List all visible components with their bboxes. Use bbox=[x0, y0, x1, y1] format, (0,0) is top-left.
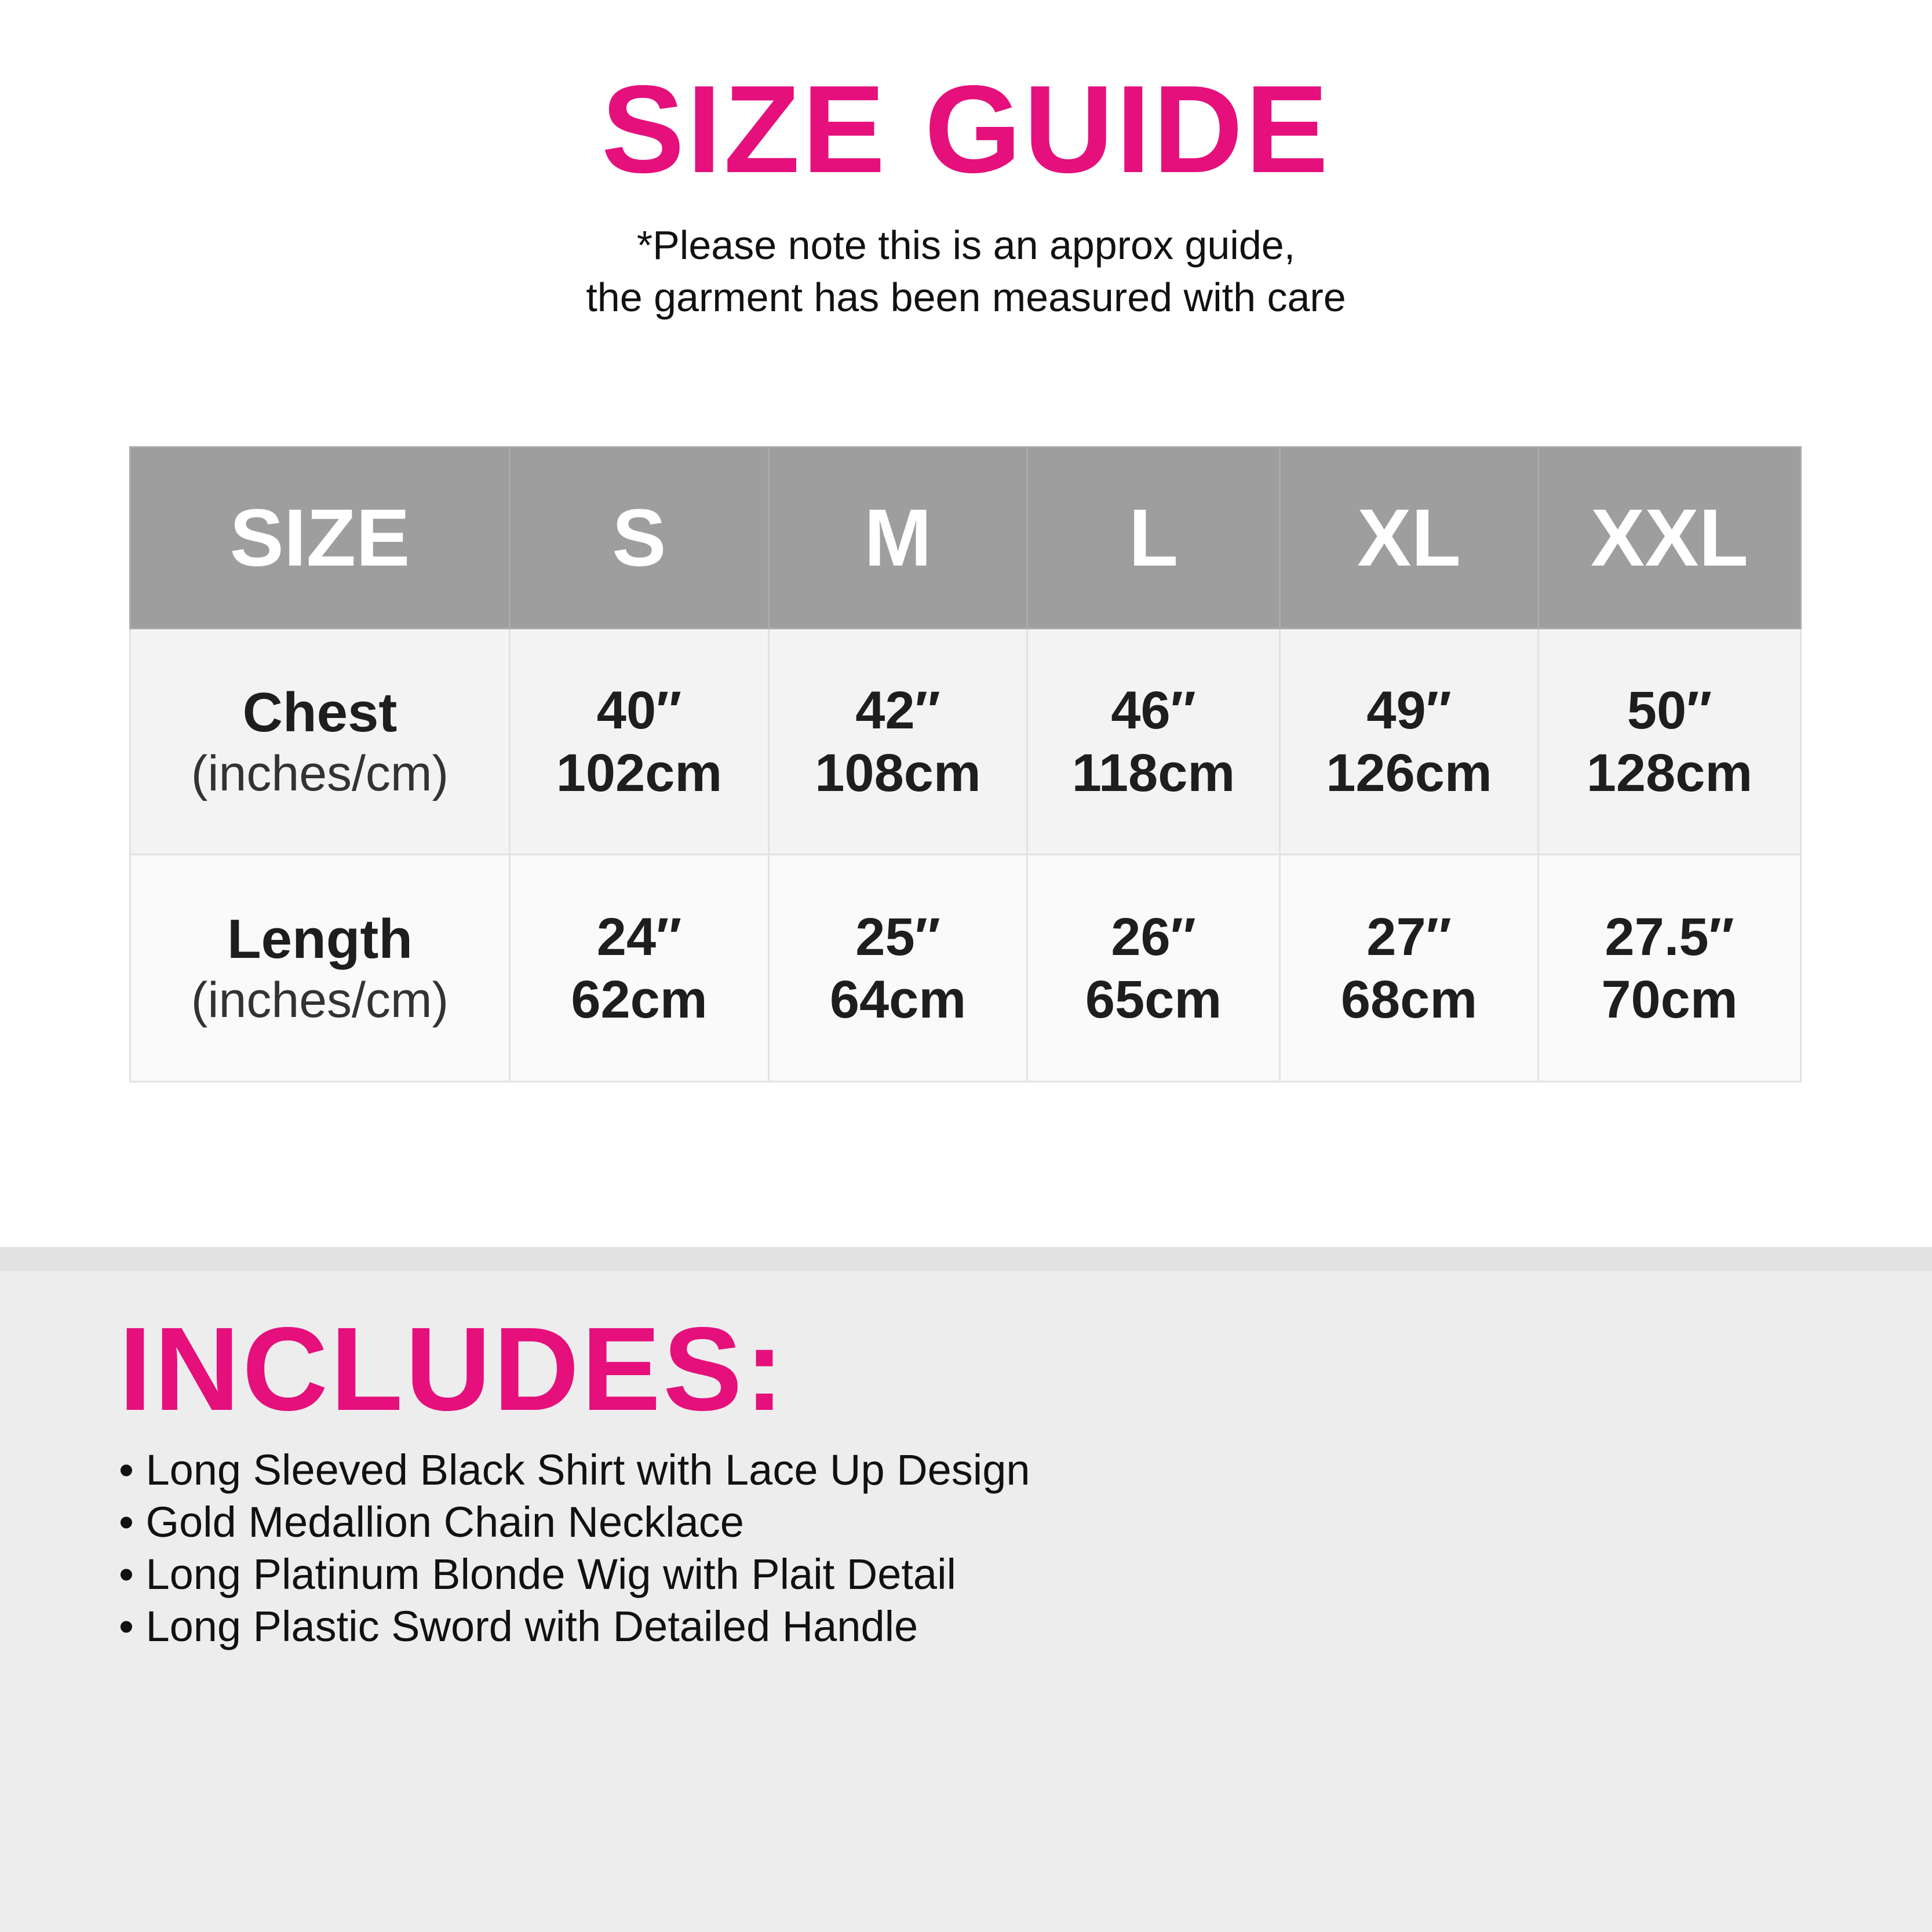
label: Chest bbox=[242, 681, 398, 743]
list-item: Long Platinum Blonde Wig with Plait Deta… bbox=[119, 1548, 1030, 1601]
header-s: S bbox=[509, 446, 770, 629]
cell: 40″ 102cm bbox=[509, 628, 770, 855]
cm: 118cm bbox=[1071, 743, 1235, 803]
cm: 108cm bbox=[815, 743, 981, 803]
size-note: *Please note this is an approx guide, th… bbox=[0, 219, 1932, 323]
cm: 65cm bbox=[1085, 969, 1222, 1029]
includes-list: Long Sleeved Black Shirt with Lace Up De… bbox=[119, 1444, 1030, 1653]
cm: 68cm bbox=[1340, 969, 1478, 1029]
inches: 27.5″ bbox=[1605, 907, 1734, 967]
label: Length bbox=[227, 907, 413, 970]
table-row-chest: Chest (inches/cm) 40″ 102cm 42″ 108cm 46″ 11… bbox=[129, 628, 1802, 855]
cell: 49″ 126cm bbox=[1279, 628, 1539, 855]
header-l: L bbox=[1026, 446, 1281, 629]
inches: 27″ bbox=[1366, 907, 1452, 967]
inches: 46″ bbox=[1111, 680, 1196, 740]
cell: 42″ 108cm bbox=[768, 628, 1028, 855]
list-item: Long Plastic Sword with Detailed Handle bbox=[119, 1601, 1030, 1653]
inches: 40″ bbox=[596, 680, 682, 740]
cell: 46″ 118cm bbox=[1026, 628, 1281, 855]
inches: 42″ bbox=[855, 680, 941, 740]
inches: 25″ bbox=[855, 907, 941, 967]
page-title: SIZE GUIDE bbox=[601, 59, 1331, 199]
inches: 26″ bbox=[1111, 907, 1196, 967]
inches: 24″ bbox=[596, 907, 682, 967]
header-xxl: XXL bbox=[1537, 446, 1802, 629]
cell: 26″ 65cm bbox=[1026, 854, 1281, 1082]
table-row-length: Length (inches/cm) 24″ 62cm 25″ 64cm 26″ 65c… bbox=[129, 854, 1802, 1082]
header-xl: XL bbox=[1279, 446, 1539, 629]
list-item: Gold Medallion Chain Necklace bbox=[119, 1496, 1030, 1548]
cm: 102cm bbox=[556, 743, 723, 803]
header-size: SIZE bbox=[129, 446, 511, 629]
size-table: SIZE S M L XL XXL Chest (inches/cm) 40″ 10… bbox=[129, 446, 1802, 1082]
row-label: Length (inches/cm) bbox=[129, 854, 511, 1082]
unit: (inches/cm) bbox=[191, 972, 449, 1028]
includes-title: INCLUDES: bbox=[119, 1303, 787, 1435]
cell: 27.5″ 70cm bbox=[1537, 854, 1802, 1082]
cm: 126cm bbox=[1326, 743, 1492, 803]
cm: 128cm bbox=[1586, 743, 1753, 803]
cm: 70cm bbox=[1601, 969, 1738, 1029]
cm: 64cm bbox=[829, 969, 967, 1029]
note-line: *Please note this is an approx guide, bbox=[636, 223, 1296, 268]
cell: 24″ 62cm bbox=[509, 854, 770, 1082]
cm: 62cm bbox=[571, 969, 708, 1029]
section-divider bbox=[0, 1247, 1932, 1271]
cell: 50″ 128cm bbox=[1537, 628, 1802, 855]
row-label: Chest (inches/cm) bbox=[129, 628, 511, 855]
unit: (inches/cm) bbox=[191, 745, 449, 801]
table-header-row: SIZE S M L XL XXL bbox=[129, 446, 1802, 629]
inches: 49″ bbox=[1366, 680, 1452, 740]
inches: 50″ bbox=[1627, 680, 1712, 740]
list-item: Long Sleeved Black Shirt with Lace Up De… bbox=[119, 1444, 1030, 1496]
header-m: M bbox=[768, 446, 1028, 629]
cell: 27″ 68cm bbox=[1279, 854, 1539, 1082]
note-line: the garment has been measured with care bbox=[586, 275, 1346, 320]
cell: 25″ 64cm bbox=[768, 854, 1028, 1082]
